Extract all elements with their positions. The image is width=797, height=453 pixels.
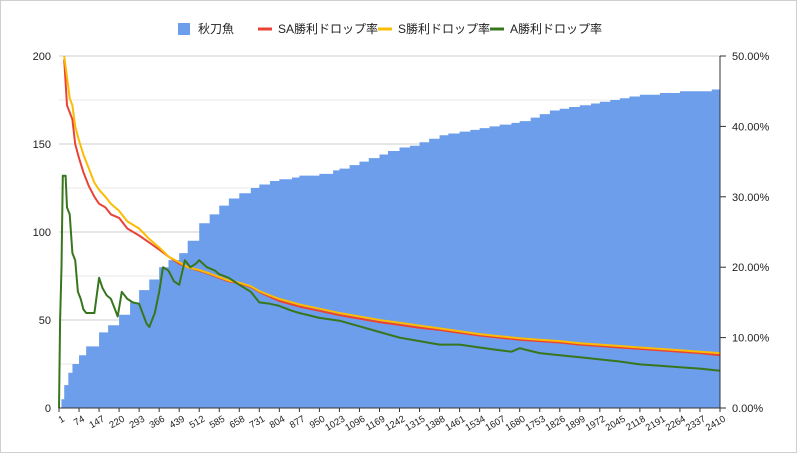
legend-item-sa-drop-rate[interactable]: SA勝利ドロップ率 [258,21,378,36]
y-right-tick-label: 50.00% [732,51,770,63]
axes [59,56,721,409]
y-right-tick-label: 40.00% [732,121,770,133]
chart-legend: 秋刀魚 SA勝利ドロップ率 S勝利ドロップ率 A勝利ドロップ率 [178,21,602,36]
x-tick-label: 1 [57,414,67,426]
line-series-a-drop-rate [58,174,721,409]
bar-series-area [59,89,720,408]
y-right-tick-label: 20.00% [732,262,770,274]
x-tick-label: 293 [128,414,147,431]
x-tick-label: 877 [288,414,307,431]
y-left-tick-label: 0 [45,403,51,415]
legend-item-a-drop-rate[interactable]: A勝利ドロップ率 [490,21,602,36]
y-right-tick-label: 0.00% [732,403,763,415]
x-tick-label: 804 [268,414,287,431]
y-left-tick-label: 150 [33,139,51,151]
x-tick-label: 950 [308,414,327,431]
x-tick-label: 147 [88,414,107,431]
x-tick-label: 439 [168,414,187,431]
x-tick-label: 366 [148,414,167,431]
x-tick-label: 74 [72,414,87,429]
bar-series-akiuo [59,89,720,408]
x-tick-label: 220 [108,414,127,431]
legend-label: SA勝利ドロップ率 [278,21,378,36]
x-tick-label: 731 [248,414,267,431]
y-left-tick-label: 200 [33,51,51,63]
y-left-tick-label: 50 [39,315,51,327]
x-tick-label: 658 [228,414,247,431]
legend-label: S勝利ドロップ率 [398,21,490,36]
y-right-tick-label: 30.00% [732,192,770,204]
x-tick-label: 2410 [704,414,728,434]
legend-item-s-drop-rate[interactable]: S勝利ドロップ率 [378,21,490,36]
legend-label: 秋刀魚 [198,22,234,36]
y-left-tick-label: 100 [33,227,51,239]
legend-swatch [178,23,190,35]
line-series-group [58,55,721,409]
y-right-tick-label: 10.00% [732,333,770,345]
x-tick-label: 585 [208,414,227,431]
legend-item-akiuo[interactable]: 秋刀魚 [178,22,234,36]
legend-label: A勝利ドロップ率 [510,21,602,36]
x-tick-label: 512 [188,414,207,431]
line-series-s-drop-rate [63,55,721,355]
